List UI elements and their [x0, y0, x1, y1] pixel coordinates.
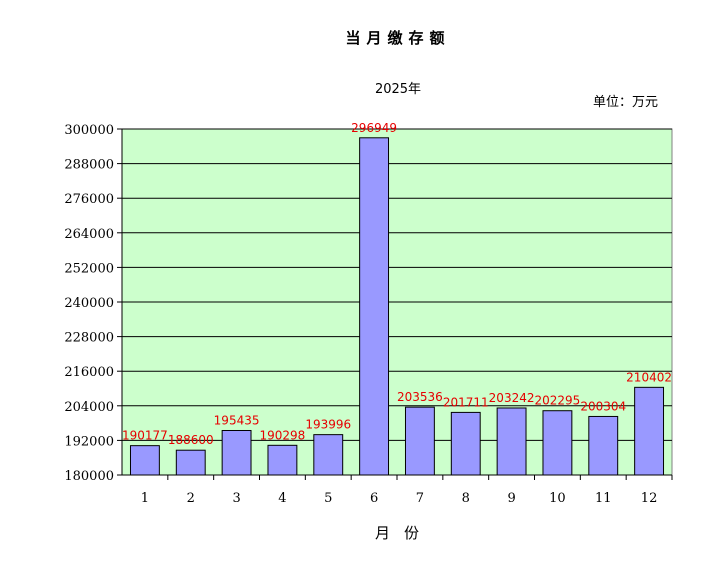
x-tick-label: 5	[324, 491, 332, 506]
x-tick-label: 3	[232, 491, 240, 506]
y-tick-label: 180000	[64, 469, 114, 484]
x-tick-label: 1	[141, 491, 149, 506]
x-tick-label: 10	[549, 491, 566, 506]
x-tick-label: 7	[416, 491, 424, 506]
bar	[267, 444, 298, 476]
data-label: 210402	[626, 370, 672, 384]
x-tick-label: 8	[462, 491, 470, 506]
y-tick-label: 216000	[64, 365, 114, 380]
chart-subtitle: 2025年	[375, 82, 421, 97]
data-label: 201711	[443, 395, 489, 409]
x-tick-label: 6	[370, 491, 378, 506]
bar	[496, 407, 527, 476]
y-tick-label: 228000	[64, 331, 114, 346]
data-label: 296949	[351, 121, 397, 135]
x-tick-label: 12	[641, 491, 658, 506]
x-axis-ticks: 1 2 3 4 5 6 7 8 9 10 11 12	[141, 475, 673, 506]
bar	[450, 411, 481, 476]
y-tick-label: 204000	[64, 400, 114, 415]
y-tick-label: 252000	[64, 261, 114, 276]
data-label: 202295	[535, 394, 581, 408]
bar	[359, 137, 390, 476]
bar	[404, 406, 435, 476]
data-label: 203536	[397, 390, 443, 404]
data-label: 190177	[122, 429, 168, 443]
x-tick-label: 2	[187, 491, 195, 506]
data-label: 195435	[214, 413, 260, 427]
bar	[588, 415, 619, 476]
x-tick-label: 9	[507, 491, 515, 506]
bar	[634, 386, 665, 476]
gridlines	[121, 128, 672, 476]
bars	[129, 137, 665, 476]
y-tick-label: 192000	[64, 434, 114, 449]
bar	[175, 449, 206, 476]
x-axis-label: 月份	[375, 524, 433, 542]
x-tick-label: 11	[595, 491, 612, 506]
y-tick-label: 300000	[64, 123, 114, 138]
data-label: 188600	[168, 433, 214, 447]
data-label: 193996	[305, 418, 351, 432]
x-tick-label: 4	[278, 491, 286, 506]
y-tick-label: 264000	[64, 227, 114, 242]
y-tick-label: 240000	[64, 296, 114, 311]
y-tick-label: 276000	[64, 192, 114, 207]
bar	[313, 434, 344, 476]
y-axis-ticks: 180000 192000 204000 216000 228000 240000 2520…	[64, 123, 122, 484]
bar	[129, 445, 160, 476]
bar	[542, 410, 573, 476]
bar	[221, 429, 252, 476]
chart-title: 当月缴存额	[345, 29, 450, 47]
data-label: 200304	[580, 399, 626, 413]
y-tick-label: 288000	[64, 158, 114, 173]
unit-label: 单位：万元	[593, 95, 658, 110]
data-label: 203242	[489, 391, 535, 405]
data-label: 190298	[260, 428, 306, 442]
